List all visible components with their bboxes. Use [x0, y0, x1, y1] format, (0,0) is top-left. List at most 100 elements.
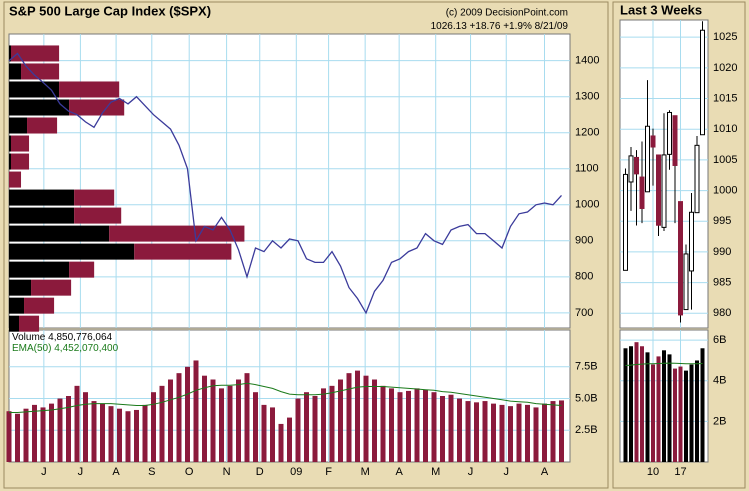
change-pct: +1.9% [503, 21, 532, 32]
source: (c) 2009 DecisionPoint.com [446, 8, 568, 19]
volume-by-price-bar [9, 99, 70, 116]
x-tick-label: J [504, 466, 510, 478]
volume-by-price-bar [9, 207, 75, 224]
volume-bar [380, 385, 386, 462]
volume-by-price-bar [9, 279, 32, 296]
y-tick-label: 2.5B [575, 424, 598, 436]
y-tick-label: 1015 [713, 92, 737, 104]
ema-value: 4,452,070,400 [54, 343, 118, 354]
x-tick-label: 10 [647, 466, 659, 478]
candle-body [628, 155, 634, 183]
volume-bar [465, 401, 471, 462]
volume-bar [321, 388, 326, 462]
x-tick-label: A [112, 466, 120, 478]
y-tick-label: 1100 [575, 163, 599, 175]
y-tick-label: 1025 [713, 31, 737, 43]
volume-bar [312, 396, 318, 462]
y-tick-label: 990 [713, 246, 731, 258]
volume-label: Volume 4,850,776,064 [12, 332, 113, 343]
y-tick-label: 2B [713, 415, 726, 427]
volume-bar [159, 385, 165, 462]
last: 1026.13 [431, 21, 468, 32]
candle-body [645, 125, 650, 193]
volume-by-price-bar [9, 63, 22, 80]
volume-bar [457, 398, 462, 462]
y-tick-label: 900 [575, 235, 593, 247]
volume-by-price-bar [9, 243, 135, 260]
x-tick-label: J [468, 466, 474, 478]
volume-by-price-bar [69, 261, 95, 278]
volume-bar [431, 392, 437, 462]
volume-bar [448, 394, 454, 462]
candle-body [678, 201, 683, 316]
x-tick-label: M [361, 466, 370, 478]
x-tick-label: A [541, 466, 549, 478]
side-title: Last 3 Weeks [620, 2, 702, 17]
volume-bar [355, 370, 360, 462]
change: +18.76 [470, 21, 501, 32]
volume-title: Volume [12, 332, 46, 343]
volume-bar [440, 396, 445, 462]
volume-bar [533, 407, 539, 462]
volume-bar [295, 398, 301, 462]
volume-by-price-bar [11, 153, 30, 170]
volume-bar [185, 366, 190, 462]
volume-bar [629, 346, 633, 462]
volume-by-price-bar [9, 315, 20, 332]
volume-bar [202, 375, 207, 462]
candle-body [689, 211, 694, 272]
volume-bar [673, 368, 677, 462]
volume-by-price-bar [9, 171, 22, 188]
volume-bar [338, 379, 343, 462]
volume-bar [423, 389, 428, 462]
volume-bar [15, 413, 20, 462]
volume-bar [508, 406, 513, 462]
candle-body [634, 156, 639, 175]
candle-body [672, 115, 678, 166]
x-tick-label: 17 [674, 466, 686, 478]
volume-by-price-bar [9, 189, 75, 206]
ema-title: EMA(50) [12, 343, 51, 354]
volume-by-price-bar [59, 81, 120, 98]
volume-bar [656, 356, 661, 462]
volume-bar [270, 407, 275, 462]
volume-bar [700, 348, 705, 462]
quote: 1026.13 +18.76 +1.9% 8/21/09 [431, 21, 569, 32]
volume-bar [474, 402, 479, 462]
volume-bar [193, 360, 199, 462]
y-tick-label: 1010 [713, 123, 737, 135]
volume-value: 4,850,776,064 [48, 332, 112, 343]
volume-bar [640, 346, 644, 462]
volume-by-price-bar [9, 261, 70, 278]
candle-body [700, 29, 705, 136]
y-tick-label: 700 [575, 307, 593, 319]
volume-bar [23, 408, 29, 462]
candle-body [661, 154, 667, 228]
ema-label: EMA(50) 4,452,070,400 [12, 343, 119, 354]
volume-bar [559, 400, 564, 462]
volume-bar [329, 385, 335, 462]
volume-by-price-bar [21, 63, 60, 80]
ema-line [625, 362, 703, 366]
candle-body [667, 111, 672, 155]
candle-body [656, 154, 661, 226]
candle-body [639, 176, 645, 209]
volume-bar [645, 352, 650, 462]
y-tick-label: 1200 [575, 127, 599, 139]
volume-bar [210, 379, 216, 462]
volume-by-price-bar [74, 189, 115, 206]
y-tick-label: 1005 [713, 154, 737, 166]
volume-bar [134, 409, 139, 462]
y-tick-label: 1020 [713, 62, 737, 74]
volume-bar [32, 404, 37, 462]
y-tick-label: 1300 [575, 91, 599, 103]
volume-bar [142, 404, 148, 462]
volume-bar [151, 392, 156, 462]
volume-by-price-bar [109, 225, 245, 242]
volume-bar [91, 401, 97, 462]
volume-bar [219, 388, 224, 462]
volume-bar [695, 360, 699, 462]
volume-bar [651, 364, 655, 462]
volume-by-price-bar [11, 135, 30, 152]
volume-by-price-bar [9, 117, 28, 134]
